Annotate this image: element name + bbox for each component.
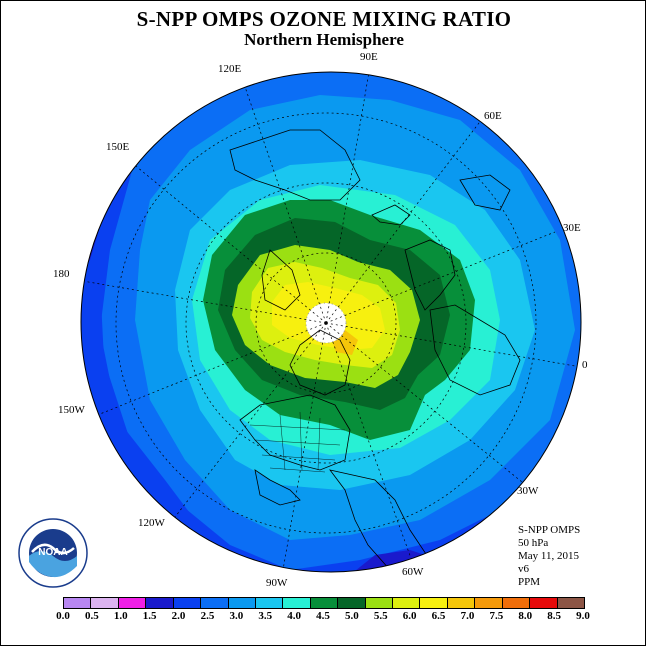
info-block: S-NPP OMPS 50 hPa May 11, 2015 v6 PPM [518,524,580,589]
map-boundary [80,71,582,573]
us-state-boundaries [249,411,346,473]
colorbar-tick-label: 1.5 [142,610,157,622]
colorbar-swatch [201,598,229,608]
colorbar-tick-label: 2.0 [171,610,186,622]
colorbar-swatch [420,598,448,608]
lon-label-180: 180 [53,268,70,280]
noaa-logo: NOAA [18,518,88,588]
colorbar-swatch [64,598,92,608]
lon-label-150e: 150E [106,141,130,153]
info-level: 50 hPa [518,537,549,549]
lon-label-120e: 120E [218,63,242,75]
info-date: May 11, 2015 [518,550,580,562]
colorbar-swatch [365,598,394,608]
colorbar-tick-label: 3.5 [258,610,273,622]
colorbar-tick-label: 5.0 [345,610,359,622]
colorbar-swatch [557,598,585,608]
colorbar-tick-label: 4.5 [316,610,330,622]
colorbar-swatch [310,598,339,608]
colorbar-tick-label: 0.5 [85,610,99,622]
lon-label-90w: 90W [266,577,288,589]
colorbar-tick-label: 6.5 [431,610,446,622]
colorbar-swatch [475,598,503,608]
colorbar-swatch [393,598,421,608]
colorbar-tick-label: 8.5 [547,610,561,622]
colorbar-swatch [530,598,558,608]
colorbar-swatch [146,598,174,608]
map-title: S-NPP OMPS OZONE MIXING RATIO [136,7,512,31]
colorbar-swatch [173,598,202,608]
info-version: v6 [518,563,529,575]
colorbar-swatch [447,598,476,608]
lon-label-0: 0 [582,359,588,371]
colorbar-tick-label: 2.5 [200,610,215,622]
polar-gap-dots [305,302,347,344]
colorbar-swatch [255,598,284,608]
colorbar-tick-label: 8.0 [518,610,533,622]
lon-label-150w: 150W [58,404,85,416]
colorbar-swatch [283,598,311,608]
lon-label-60e: 60E [484,110,502,122]
colorbar-tick-label: 9.0 [576,610,590,622]
info-units: PPM [518,576,541,588]
colorbar-tick-label: 5.5 [373,610,388,622]
colorbar-ticks: 0.0 0.5 1.0 1.5 2.0 2.5 3.0 3.5 4.0 4.5 5.0 5.5 6.0 6… [56,610,590,624]
colorbar-swatch [118,598,147,608]
colorbar-tick-label: 0.0 [56,610,70,622]
lon-label-60w: 60W [402,566,424,578]
graticule [81,72,576,571]
lon-label-120w: 120W [138,517,165,529]
colorbar-tick-label: 4.0 [287,610,301,622]
colorbar-swatch [228,598,256,608]
lon-label-90e: 90E [360,51,378,63]
colorbar [63,597,585,609]
band-2-0-south-west [81,150,195,572]
map-subtitle: Northern Hemisphere [244,30,404,49]
colorbar-swatch [338,598,366,608]
lon-label-30e: 30E [563,222,581,234]
noaa-logo-text: NOAA [38,547,67,558]
colorbar-tick-label: 1.0 [113,610,128,622]
colorbar-tick-label: 7.0 [460,610,475,622]
colorbar-swatch [91,598,119,608]
lon-label-30w: 30W [517,485,539,497]
colorbar-tick-label: 7.5 [489,610,504,622]
colorbar-tick-label: 3.0 [229,610,244,622]
colorbar-tick-label: 6.0 [402,610,417,622]
coastlines [229,129,521,572]
info-instrument: S-NPP OMPS [518,524,581,536]
colorbar-swatch [502,598,531,608]
